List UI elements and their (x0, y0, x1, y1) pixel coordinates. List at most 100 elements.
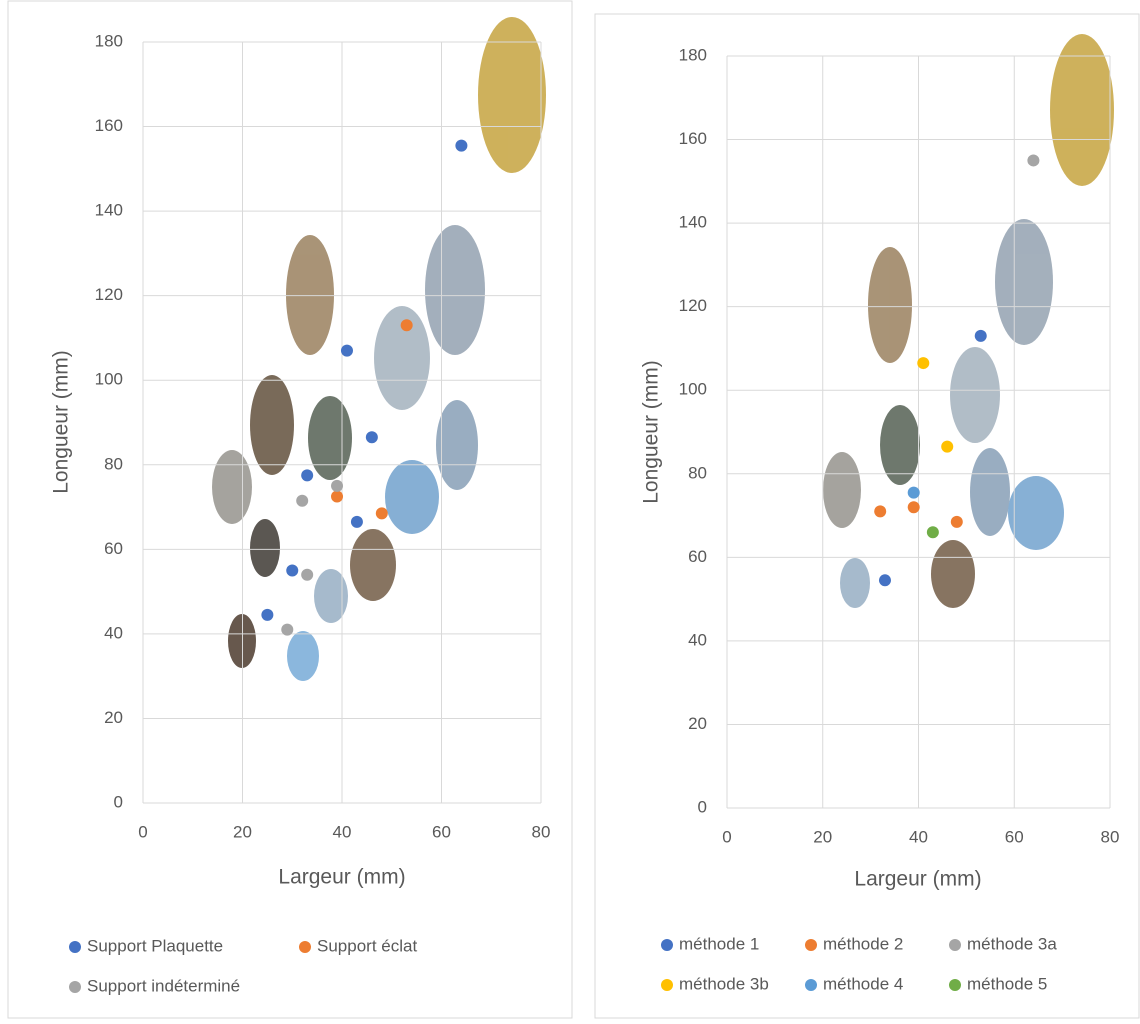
x-tick-label: 40 (909, 827, 928, 846)
biface (880, 405, 920, 485)
legend-label: méthode 4 (823, 974, 903, 993)
x-tick-label: 80 (1101, 827, 1120, 846)
scatter-point (455, 139, 468, 152)
biface (931, 540, 975, 608)
x-tick-label: 20 (233, 822, 252, 841)
biface (1008, 476, 1064, 550)
biface-photos (212, 17, 1114, 681)
y-tick-label: 180 (95, 31, 123, 50)
biface (823, 452, 861, 528)
x-axis-title: Largeur (mm) (854, 868, 981, 891)
y-tick-label: 40 (104, 623, 123, 642)
biface (308, 396, 352, 480)
biface (1050, 34, 1114, 186)
biface (385, 460, 439, 534)
y-tick-label: 80 (104, 454, 123, 473)
scatter-point (1027, 154, 1040, 167)
x-tick-label: 60 (432, 822, 451, 841)
biface (250, 375, 294, 475)
scatter-point (301, 568, 314, 581)
legend-marker (69, 981, 81, 993)
y-tick-label: 100 (95, 370, 123, 389)
x-tick-label: 0 (722, 827, 731, 846)
x-tick-label: 20 (813, 827, 832, 846)
legend-marker (949, 979, 961, 991)
scatter-point (974, 329, 987, 342)
y-tick-label: 0 (114, 792, 123, 811)
legend-marker (661, 939, 673, 951)
scatter-point (301, 469, 314, 482)
y-tick-label: 40 (688, 630, 707, 649)
biface (436, 400, 478, 490)
scatter-point (365, 431, 378, 444)
y-tick-label: 80 (688, 463, 707, 482)
scatter-point (261, 608, 274, 621)
scatter-point (331, 490, 344, 503)
biface (314, 569, 348, 623)
biface (840, 558, 870, 608)
left-panel (7, 0, 573, 1019)
scatter-point (340, 344, 353, 357)
y-tick-label: 120 (95, 285, 123, 304)
biface (425, 225, 485, 355)
y-tick-label: 160 (679, 129, 707, 148)
y-axis-title: Longueur (mm) (640, 360, 663, 504)
y-axis-title: Longueur (mm) (50, 350, 73, 494)
scatter-point (907, 486, 920, 499)
scatter-point (281, 623, 294, 636)
legend-label: méthode 5 (967, 974, 1047, 993)
y-tick-label: 0 (698, 797, 707, 816)
biface (995, 219, 1053, 345)
scatter-point (400, 319, 413, 332)
x-axis-title: Largeur (mm) (278, 866, 405, 889)
biface (350, 529, 396, 601)
x-tick-label: 40 (333, 822, 352, 841)
legend-label: Support indéterminé (87, 976, 240, 995)
scatter-point (331, 479, 344, 492)
biface (287, 631, 319, 681)
y-tick-label: 160 (95, 116, 123, 135)
scatter-point (286, 564, 299, 577)
legend-label: méthode 2 (823, 934, 903, 953)
scatter-point (917, 357, 930, 370)
y-tick-label: 20 (104, 708, 123, 727)
biface (286, 235, 334, 355)
y-tick-label: 20 (688, 714, 707, 733)
scatter-point (926, 526, 939, 539)
y-tick-label: 140 (679, 213, 707, 232)
biface (950, 347, 1000, 443)
legend-marker (661, 979, 673, 991)
scatter-point (878, 574, 891, 587)
y-tick-label: 180 (679, 45, 707, 64)
scatter-point (874, 505, 887, 518)
legend-marker (805, 939, 817, 951)
legend-label: Support Plaquette (87, 936, 223, 955)
legend-label: méthode 1 (679, 934, 759, 953)
scatter-point (941, 440, 954, 453)
biface (868, 247, 912, 363)
scatter-point (907, 501, 920, 514)
scatter-point (950, 515, 963, 528)
legend-label: méthode 3a (967, 934, 1057, 953)
biface (250, 519, 280, 577)
x-tick-label: 0 (138, 822, 147, 841)
biface (478, 17, 546, 173)
legend-label: méthode 3b (679, 974, 769, 993)
y-tick-label: 60 (688, 547, 707, 566)
scatter-point (375, 507, 388, 520)
y-tick-label: 140 (95, 201, 123, 220)
biface (212, 450, 252, 524)
scatter-point (296, 494, 309, 507)
x-tick-label: 60 (1005, 827, 1024, 846)
legend-marker (299, 941, 311, 953)
biface (374, 306, 430, 410)
scatter-point (350, 515, 363, 528)
legend-label: Support éclat (317, 936, 417, 955)
x-tick-label: 80 (532, 822, 551, 841)
legend-marker (949, 939, 961, 951)
y-tick-label: 120 (679, 296, 707, 315)
y-tick-label: 100 (679, 380, 707, 399)
legend-marker (69, 941, 81, 953)
legend-marker (805, 979, 817, 991)
